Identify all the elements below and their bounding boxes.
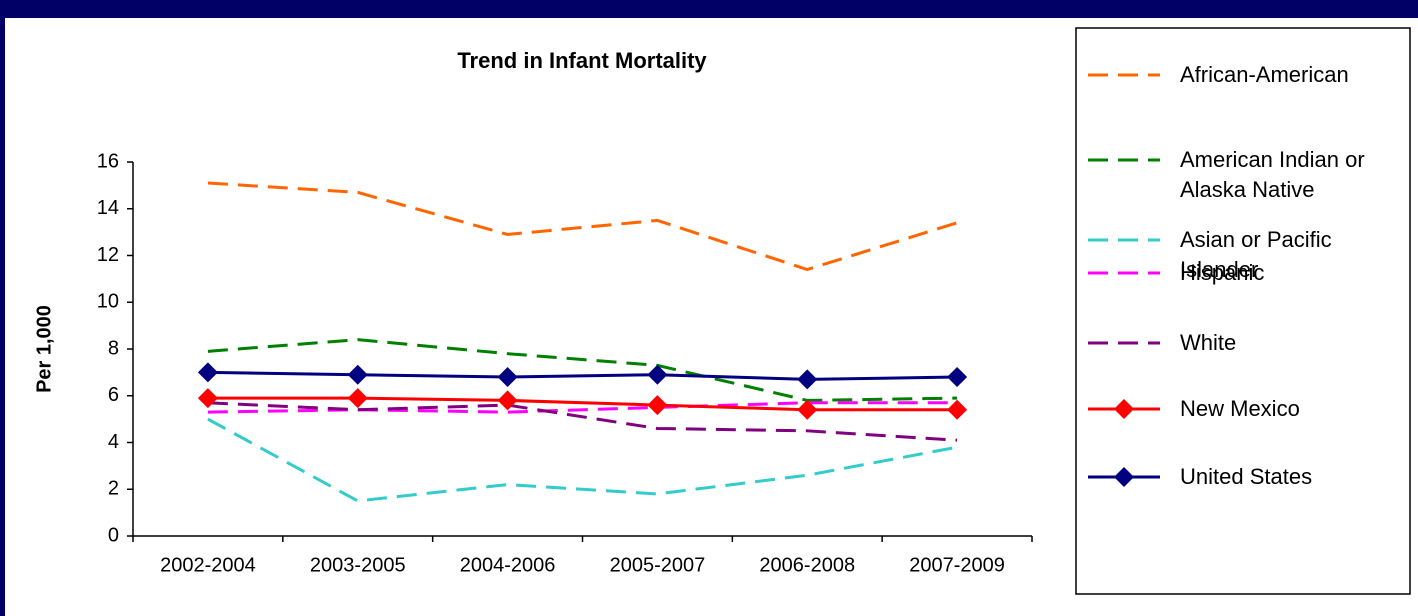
x-tick-label: 2006-2008 [759, 554, 855, 576]
legend-label: Hispanic [1180, 260, 1265, 285]
point [197, 362, 218, 383]
legend-label: African-American [1180, 62, 1349, 87]
point [497, 367, 518, 388]
series-line [207, 370, 958, 381]
point [647, 364, 668, 385]
x-tick-label: 2003-2005 [310, 554, 406, 576]
y-tick-label: 12 [97, 244, 119, 266]
series-line [207, 338, 958, 402]
point [947, 367, 968, 388]
y-tick-label: 16 [97, 150, 119, 172]
left-border [0, 0, 5, 616]
point [347, 388, 368, 409]
legend-marker [1114, 467, 1134, 487]
y-tick-label: 2 [108, 478, 119, 500]
x-tick-label: 2005-2007 [610, 554, 706, 576]
point [797, 369, 818, 390]
series-line [207, 396, 958, 412]
point [197, 388, 218, 409]
y-tick-label: 4 [108, 431, 119, 453]
series-line [207, 401, 958, 442]
point [947, 399, 968, 420]
point [347, 364, 368, 385]
series-line [207, 181, 958, 272]
point [497, 390, 518, 411]
top-bar [0, 0, 1418, 18]
chart-title: Trend in Infant Mortality [457, 48, 707, 73]
y-tick-label: 10 [97, 291, 119, 313]
y-tick-label: 0 [108, 524, 119, 546]
legend-label: New Mexico [1180, 396, 1300, 421]
legend-label: United States [1180, 464, 1313, 489]
legend-label: Asian or Pacific Islander [1180, 227, 1332, 282]
legend-marker [1114, 399, 1134, 419]
point [797, 399, 818, 420]
x-tick-label: 2007-2009 [909, 554, 1005, 576]
series-line [207, 417, 958, 503]
y-tick-label: 14 [97, 197, 119, 219]
x-tick-label: 2004-2006 [460, 554, 556, 576]
series-line [207, 401, 958, 414]
legend-box [1075, 27, 1411, 595]
point [647, 395, 668, 416]
legend-label: American Indian or Alaska Native [1180, 147, 1365, 202]
y-tick-label: 8 [108, 337, 119, 359]
y-tick-label: 6 [108, 384, 119, 406]
x-tick-label: 2002-2004 [160, 554, 256, 576]
legend-label: White [1180, 330, 1237, 355]
y-axis-label: Per 1,000 [33, 305, 55, 393]
